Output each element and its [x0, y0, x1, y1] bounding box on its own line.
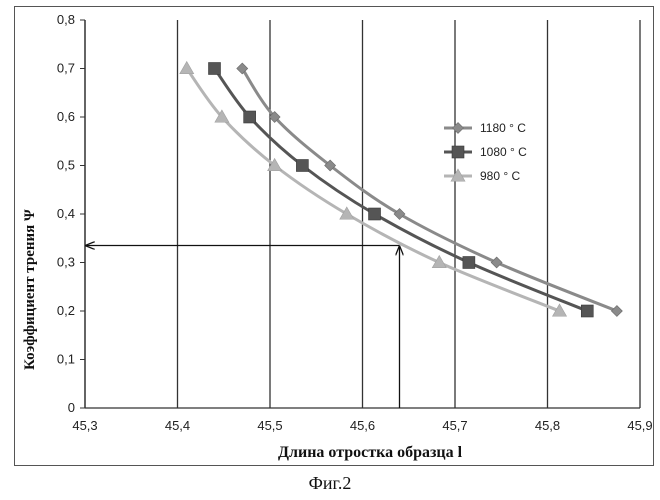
data-point	[209, 63, 221, 75]
y-tick-label: 0,1	[57, 352, 75, 367]
series-line	[242, 69, 617, 312]
x-tick-label: 45,8	[535, 418, 560, 433]
series-line	[187, 69, 560, 312]
data-point	[244, 111, 256, 123]
data-point	[340, 207, 354, 219]
x-axis-label: Длина отростка образца l	[278, 444, 463, 461]
legend-label: 1080 ° C	[480, 145, 527, 159]
y-tick-label: 0,3	[57, 255, 75, 270]
data-point	[296, 160, 308, 172]
data-point	[611, 306, 622, 317]
y-axis-label: Коэффициент трения Ψ	[22, 209, 38, 370]
y-tick-label: 0	[68, 400, 75, 415]
y-tick-label: 0,6	[57, 109, 75, 124]
legend-label: 1180 ° C	[480, 121, 526, 135]
data-point	[581, 305, 593, 317]
x-tick-label: 45,3	[72, 418, 97, 433]
figure-caption: Фиг.2	[0, 473, 660, 494]
friction-chart: 45,3 45,4 45,5 45,6 45,7 45,8 45,9 0 0,1 0,2 0,3 0,…	[0, 0, 660, 470]
data-point	[180, 62, 194, 74]
y-tick-label: 0,7	[57, 61, 75, 76]
x-tick-label: 45,7	[442, 418, 467, 433]
data-point	[491, 257, 502, 268]
y-tick-label: 0,4	[57, 206, 75, 221]
legend-marker	[452, 146, 464, 158]
x-tick-label: 45,9	[627, 418, 652, 433]
x-tick-label: 45,5	[257, 418, 282, 433]
y-tick-label: 0,8	[57, 12, 75, 27]
data-point	[463, 257, 475, 269]
data-point	[369, 208, 381, 220]
x-tick-label: 45,6	[350, 418, 375, 433]
x-tick-label: 45,4	[165, 418, 190, 433]
legend-label: 980 ° C	[480, 169, 520, 183]
legend-marker	[453, 123, 464, 134]
y-tick-label: 0,2	[57, 303, 75, 318]
y-tick-label: 0,5	[57, 158, 75, 173]
